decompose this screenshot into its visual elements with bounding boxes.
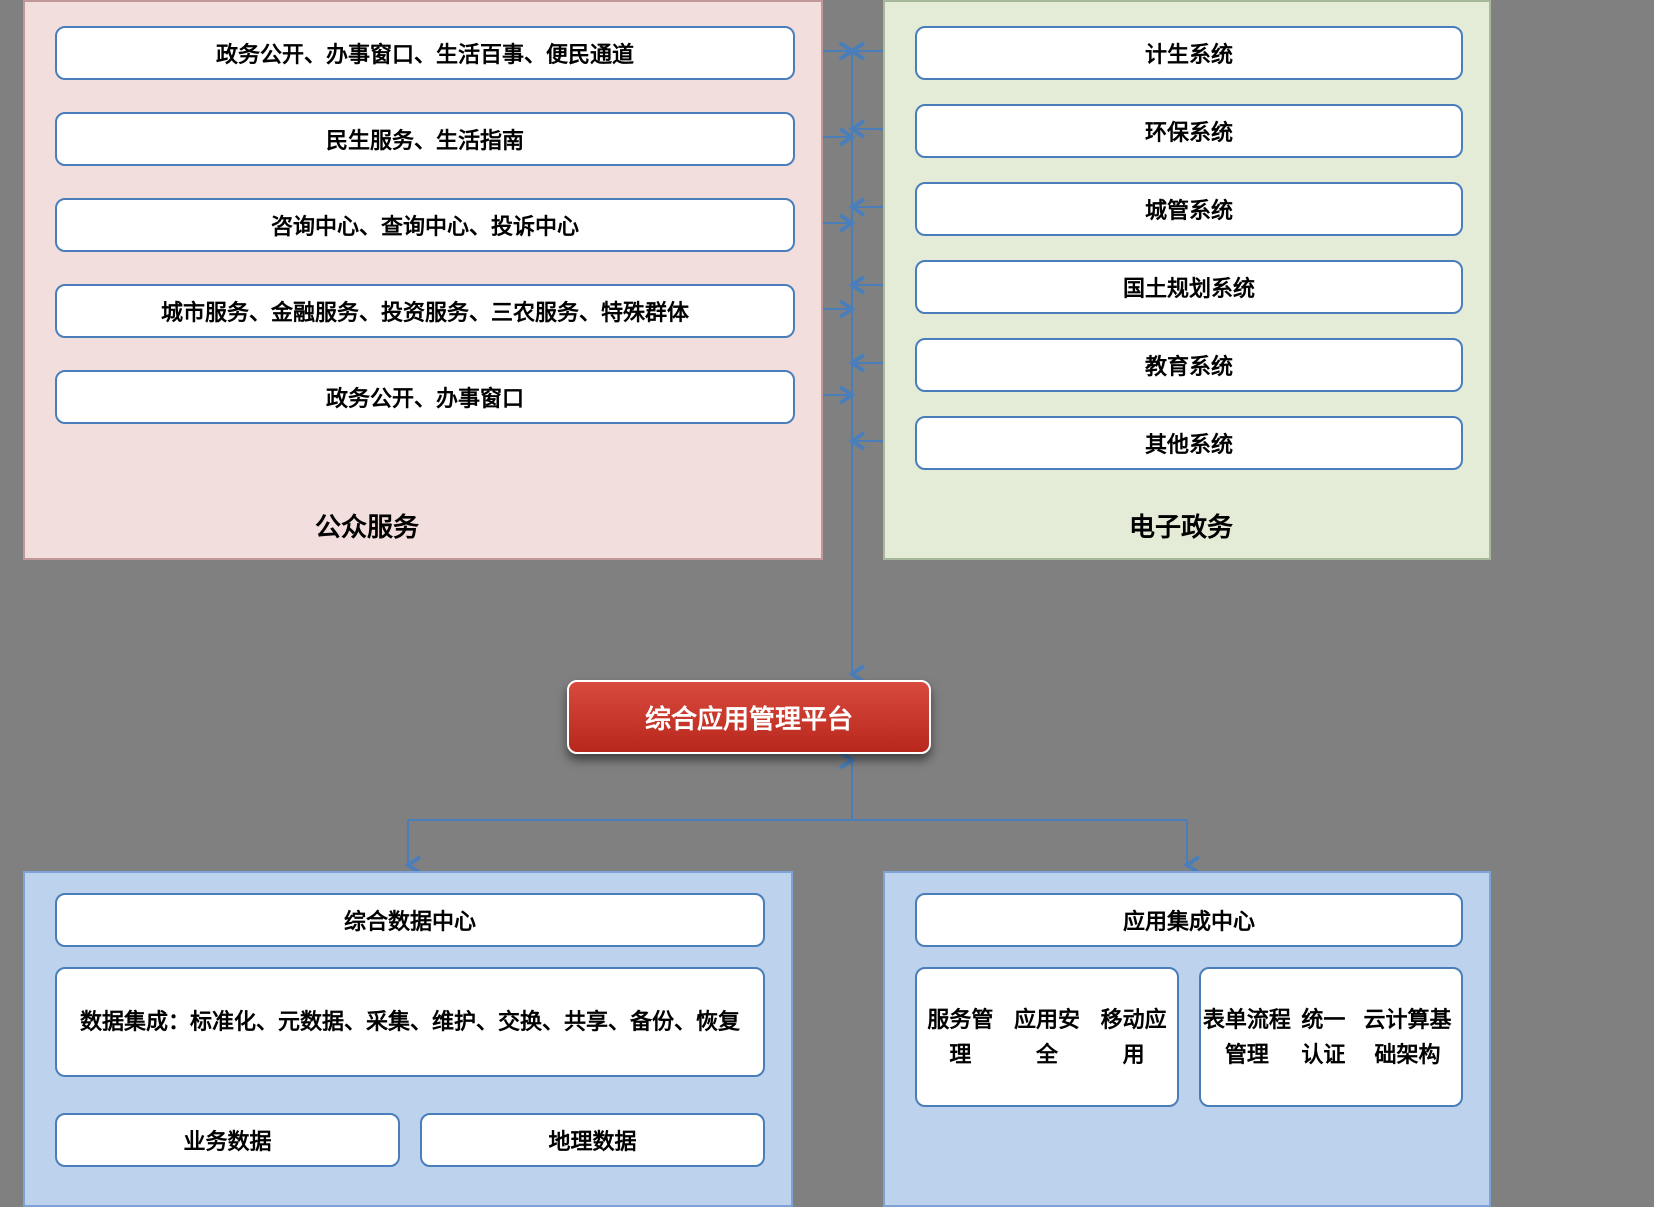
data-center-panel: 综合数据中心 数据集成：标准化、元数据、采集、维护、交换、共享、备份、恢复 业务… (23, 871, 793, 1207)
app-integration-panel: 应用集成中心 服务管理应用安全移动应用 表单流程管理统一认证云计算基础架构 (883, 871, 1491, 1207)
public-service-item: 政务公开、办事窗口、生活百事、便民通道 (55, 26, 795, 80)
e-government-panel: 计生系统环保系统城管系统国土规划系统教育系统其他系统 电子政务 (883, 0, 1491, 560)
e-government-title: 电子政务 (1129, 507, 1233, 544)
public-service-item: 咨询中心、查询中心、投诉中心 (55, 198, 795, 252)
form-flow-box: 表单流程管理统一认证云计算基础架构 (1199, 967, 1463, 1107)
e-gov-item: 环保系统 (915, 104, 1463, 158)
e-gov-item: 计生系统 (915, 26, 1463, 80)
public-service-item: 民生服务、生活指南 (55, 112, 795, 166)
platform-center-box: 综合应用管理平台 (567, 680, 931, 754)
platform-center-label: 综合应用管理平台 (645, 699, 853, 736)
service-mgmt-box: 服务管理应用安全移动应用 (915, 967, 1179, 1107)
app-integration-header: 应用集成中心 (915, 893, 1463, 947)
public-service-panel: 政务公开、办事窗口、生活百事、便民通道民生服务、生活指南咨询中心、查询中心、投诉… (23, 0, 823, 560)
e-gov-item: 国土规划系统 (915, 260, 1463, 314)
geo-data-box: 地理数据 (420, 1113, 765, 1167)
public-service-item: 政务公开、办事窗口 (55, 370, 795, 424)
data-center-header: 综合数据中心 (55, 893, 765, 947)
public-service-item: 城市服务、金融服务、投资服务、三农服务、特殊群体 (55, 284, 795, 338)
business-data-box: 业务数据 (55, 1113, 400, 1167)
e-gov-item: 其他系统 (915, 416, 1463, 470)
data-integration-box: 数据集成：标准化、元数据、采集、维护、交换、共享、备份、恢复 (55, 967, 765, 1077)
e-gov-item: 城管系统 (915, 182, 1463, 236)
public-service-title: 公众服务 (315, 507, 419, 544)
e-gov-item: 教育系统 (915, 338, 1463, 392)
